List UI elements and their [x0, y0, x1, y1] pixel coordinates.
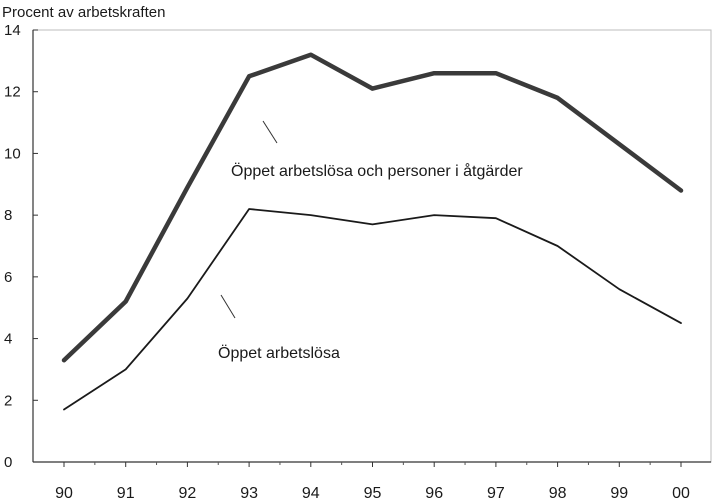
x-tick-label: 99	[610, 485, 628, 501]
x-tick-label: 90	[55, 485, 73, 501]
x-tick-label: 91	[117, 485, 135, 501]
y-tick-label: 2	[4, 392, 12, 409]
axes	[32, 30, 711, 463]
y-tick-label: 0	[4, 454, 12, 471]
series-lines	[61, 52, 684, 411]
series-annotations: Öppet arbetslösa och personer i åtgärder…	[218, 120, 523, 362]
series-label-leader-total	[262, 120, 278, 144]
y-tick-label: 14	[4, 22, 21, 39]
x-tick-label: 94	[302, 485, 320, 501]
series-line-total	[61, 52, 684, 363]
series-line-open	[63, 208, 682, 411]
y-tick-label: 12	[4, 84, 21, 101]
x-tick-label: 96	[425, 485, 443, 501]
y-tick-label: 6	[4, 269, 12, 286]
x-axis-ticks: 90 91 92 93 94 95 96 97 98 99 00	[55, 462, 690, 501]
x-tick-label: 00	[672, 485, 690, 501]
plot-frame	[32, 29, 712, 463]
y-tick-label: 10	[4, 145, 21, 162]
x-tick-label: 95	[364, 485, 382, 501]
series-label-open: Öppet arbetslösa	[218, 344, 340, 362]
y-tick-label: 8	[4, 207, 12, 224]
series-label-leader-open	[220, 294, 236, 319]
series-label-total: Öppet arbetslösa och personer i åtgärder	[231, 162, 523, 180]
y-axis-ticks: 0 2 4 6 8 10 12 14	[4, 22, 38, 471]
x-tick-label: 93	[240, 485, 258, 501]
x-tick-label: 98	[549, 485, 567, 501]
y-tick-label: 4	[4, 331, 12, 348]
x-tick-label: 97	[487, 485, 505, 501]
y-axis-title: Procent av arbetskraften	[2, 4, 165, 21]
x-tick-label: 92	[179, 485, 197, 501]
